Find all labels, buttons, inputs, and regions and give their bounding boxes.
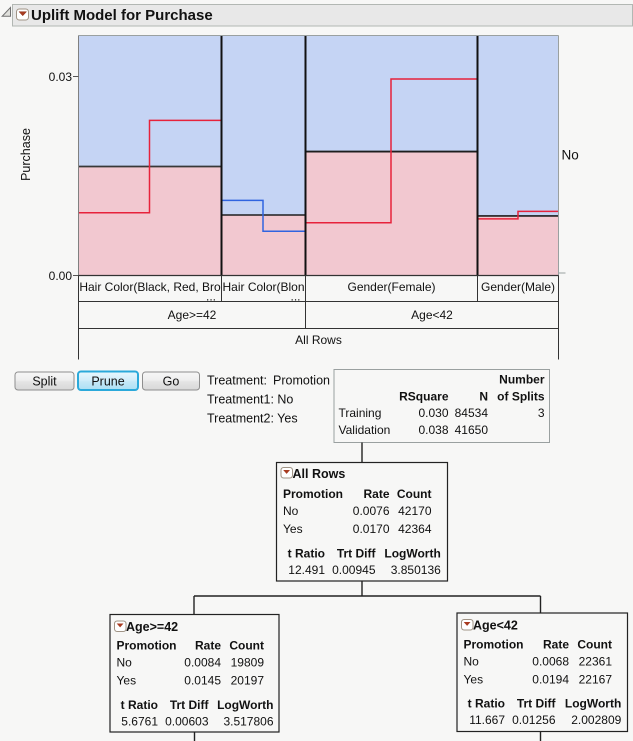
svg-text:Gender(Male): Gender(Male)	[481, 280, 555, 294]
svg-text:3.850136: 3.850136	[391, 563, 441, 577]
svg-text:Trt Diff: Trt Diff	[337, 546, 377, 560]
svg-text:No: No	[117, 656, 133, 670]
svg-text:Count: Count	[577, 638, 612, 652]
svg-text:Validation: Validation	[339, 423, 391, 437]
svg-text:Split: Split	[32, 375, 57, 389]
svg-text:LogWorth: LogWorth	[384, 546, 440, 560]
svg-text:...: ...	[290, 290, 300, 304]
svg-text:Count: Count	[229, 639, 264, 653]
svg-text:Age>=42: Age>=42	[126, 620, 178, 634]
svg-text:Go: Go	[163, 375, 180, 389]
svg-text:N: N	[479, 389, 488, 403]
svg-text:Promotion: Promotion	[464, 638, 524, 652]
svg-text:0.030: 0.030	[418, 406, 448, 420]
svg-text:t Ratio: t Ratio	[288, 546, 325, 560]
svg-text:0.01256: 0.01256	[512, 713, 556, 727]
svg-text:0.0076: 0.0076	[353, 504, 390, 518]
svg-text:Trt Diff: Trt Diff	[170, 698, 210, 712]
svg-text:All Rows: All Rows	[293, 467, 346, 481]
svg-text:RSquare: RSquare	[399, 389, 449, 403]
svg-text:0.03: 0.03	[49, 70, 73, 84]
svg-text:Treatment1: No: Treatment1: No	[207, 393, 293, 407]
svg-text:LogWorth: LogWorth	[565, 696, 621, 710]
svg-text:All Rows: All Rows	[295, 333, 342, 347]
svg-text:Treatment2: Yes: Treatment2: Yes	[207, 412, 298, 426]
svg-text:41650: 41650	[455, 423, 489, 437]
svg-text:2.002809: 2.002809	[571, 713, 621, 727]
svg-text:22361: 22361	[579, 655, 613, 669]
svg-text:t Ratio: t Ratio	[468, 696, 505, 710]
svg-text:t Ratio: t Ratio	[121, 698, 158, 712]
svg-text:Rate: Rate	[363, 487, 389, 501]
svg-text:Rate: Rate	[195, 639, 221, 653]
svg-text:Age<42: Age<42	[473, 619, 518, 633]
svg-text:Trt Diff: Trt Diff	[517, 696, 557, 710]
svg-text:3: 3	[538, 406, 545, 420]
svg-text:42364: 42364	[398, 522, 432, 536]
svg-text:Yes: Yes	[464, 672, 484, 686]
svg-text:Rate: Rate	[543, 638, 569, 652]
svg-text:Prune: Prune	[91, 375, 124, 389]
svg-text:Training: Training	[339, 406, 382, 420]
svg-text:Number: Number	[499, 373, 545, 387]
svg-text:Promotion: Promotion	[273, 374, 330, 388]
svg-text:11.667: 11.667	[469, 713, 505, 727]
svg-text:20197: 20197	[231, 673, 265, 687]
svg-text:Age<42: Age<42	[411, 308, 453, 322]
svg-text:22167: 22167	[579, 672, 613, 686]
svg-text:0.038: 0.038	[418, 423, 448, 437]
svg-text:of Splits: of Splits	[497, 389, 545, 403]
svg-text:0.0145: 0.0145	[184, 673, 221, 687]
svg-text:...: ...	[206, 290, 216, 304]
svg-text:No: No	[562, 148, 579, 163]
svg-text:12.491: 12.491	[288, 563, 325, 577]
svg-text:Yes: Yes	[117, 673, 137, 687]
svg-text:No: No	[283, 504, 299, 518]
svg-text:LogWorth: LogWorth	[217, 698, 273, 712]
svg-text:No: No	[464, 655, 480, 669]
svg-text:Count: Count	[397, 487, 432, 501]
svg-text:5.6761: 5.6761	[121, 715, 158, 729]
svg-text:0.00603: 0.00603	[165, 715, 209, 729]
svg-text:Promotion: Promotion	[283, 487, 343, 501]
svg-text:Promotion: Promotion	[117, 639, 177, 653]
svg-text:Yes: Yes	[283, 522, 303, 536]
svg-text:0.0170: 0.0170	[353, 522, 390, 536]
svg-text:0.00945: 0.00945	[332, 563, 376, 577]
svg-text:0.0068: 0.0068	[532, 655, 569, 669]
svg-text:Age>=42: Age>=42	[168, 308, 217, 322]
svg-text:Hair Color(Black, Red, Bro: Hair Color(Black, Red, Bro	[79, 280, 221, 294]
svg-text:Uplift Model for Purchase: Uplift Model for Purchase	[31, 7, 213, 24]
svg-text:0.0084: 0.0084	[184, 656, 221, 670]
svg-text:84534: 84534	[455, 406, 489, 420]
svg-text:19809: 19809	[231, 656, 265, 670]
svg-text:42170: 42170	[398, 504, 432, 518]
svg-text:Hair Color(Blon: Hair Color(Blon	[222, 280, 304, 294]
svg-text:Treatment:: Treatment:	[207, 374, 267, 388]
svg-text:Gender(Female): Gender(Female)	[347, 280, 435, 294]
svg-text:0.0194: 0.0194	[532, 672, 569, 686]
svg-text:3.517806: 3.517806	[223, 715, 273, 729]
svg-text:0.00: 0.00	[49, 269, 73, 283]
svg-text:Purchase: Purchase	[19, 128, 33, 181]
